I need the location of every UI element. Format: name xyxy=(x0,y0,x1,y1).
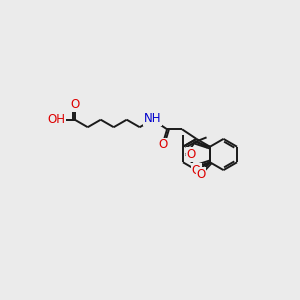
Text: O: O xyxy=(187,148,196,161)
Text: O: O xyxy=(71,98,80,111)
Text: NH: NH xyxy=(144,112,161,125)
Text: OH: OH xyxy=(48,113,66,126)
Text: O: O xyxy=(158,138,167,152)
Text: O: O xyxy=(192,164,201,177)
Text: O: O xyxy=(196,168,206,181)
